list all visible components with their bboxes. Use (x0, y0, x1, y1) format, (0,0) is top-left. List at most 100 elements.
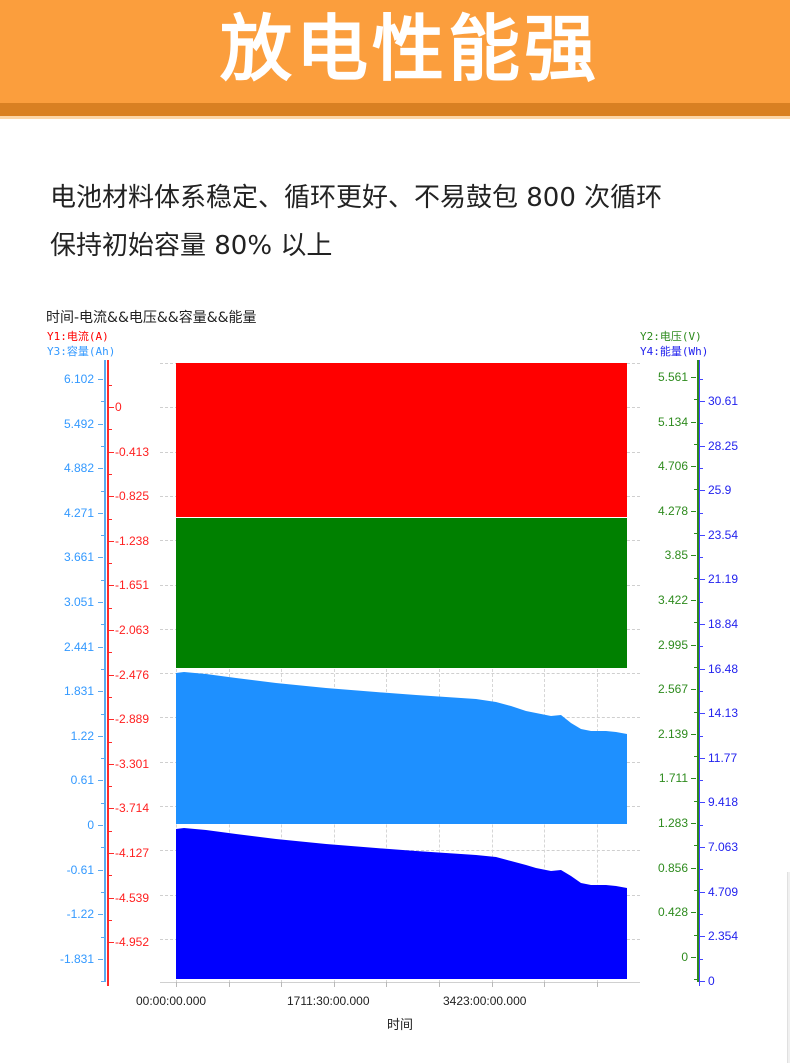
y1-tick-label: 0 (115, 400, 122, 414)
y4-minor-tick (700, 512, 703, 514)
description-line-1: 电池材料体系稳定、循环更好、不易鼓包 800 次循环 (50, 183, 663, 213)
y4-axis-title: Y4:能量(Wh) (640, 345, 709, 358)
y1-tick-label: -0.825 (115, 489, 150, 504)
y4-tick-label: 7.063 (708, 840, 739, 854)
y4-tick (700, 445, 705, 447)
y2-minor-tick (694, 845, 697, 847)
y2-minor-tick (694, 622, 697, 624)
grid-line-v (386, 363, 388, 983)
grid-line-v (544, 363, 546, 983)
x-tick-label-0: 00:00:00.000 (136, 994, 207, 1008)
y3-tick-label: 1.831 (63, 684, 94, 699)
x-tick (439, 982, 440, 987)
y4-minor-tick (700, 690, 703, 692)
y3-tick-label: 0.61 (70, 773, 94, 788)
y1-minor-tick (109, 830, 112, 832)
y1-minor-tick (109, 652, 112, 654)
y2-tick-label: 4.278 (657, 503, 688, 518)
y3-tick (98, 379, 103, 380)
grid-line-v (281, 363, 283, 983)
x-tick (386, 982, 388, 987)
y3-tick (98, 735, 103, 737)
y4-axis-line (699, 360, 700, 986)
y3-minor-tick (101, 445, 104, 447)
y1-minor-tick (109, 563, 112, 565)
y1-axis-title: Y1:电流(A) (47, 330, 109, 343)
grid-line-v (333, 363, 335, 983)
y4-minor-tick (700, 557, 703, 559)
y4-tick-label: 9.418 (708, 795, 739, 810)
y4-tick (700, 802, 705, 804)
y3-tick-label: 3.661 (63, 550, 94, 565)
y2-tick (691, 555, 696, 557)
y3-minor-tick (101, 891, 104, 893)
y3-tick-label: 2.441 (63, 639, 94, 654)
y3-minor-tick (101, 758, 104, 760)
y1-minor-tick (109, 518, 112, 520)
y3-tick (98, 780, 103, 782)
y2-minor-tick (694, 889, 697, 891)
y4-tick (700, 624, 705, 625)
y3-tick (98, 869, 103, 871)
y4-tick (700, 534, 705, 536)
y4-tick (700, 891, 705, 893)
y4-tick-label: 0 (708, 973, 715, 988)
y1-tick-label: -2.889 (115, 712, 150, 727)
y3-axis-line (104, 360, 106, 982)
y2-minor-tick (694, 711, 697, 713)
y1-minor-tick (109, 384, 112, 386)
x-axis-line (160, 982, 640, 983)
y3-tick-label: -0.61 (66, 862, 94, 877)
y2-minor-tick (694, 443, 697, 445)
y2-minor-tick (694, 533, 697, 535)
header-banner (0, 0, 790, 103)
y1-minor-tick (109, 696, 112, 698)
y3-tick-label: 1.22 (70, 728, 94, 743)
y3-minor-tick (101, 981, 104, 983)
y2-tick (691, 823, 696, 824)
grid-line-h (160, 673, 640, 675)
x-tick-label-1: 1711:30:00.000 (287, 994, 370, 1008)
series-energy-area (176, 828, 627, 979)
y2-tick (691, 600, 696, 601)
y2-tick (691, 778, 696, 780)
y1-tick-label: -1.238 (115, 533, 150, 548)
y4-minor-tick (700, 423, 703, 425)
y1-tick (109, 407, 114, 408)
y3-tick-label: 5.492 (63, 416, 94, 431)
y4-minor-tick (700, 735, 703, 737)
y4-tick-label: 16.48 (708, 661, 739, 676)
y2-tick-label: 4.706 (657, 459, 688, 474)
y3-tick (98, 468, 103, 470)
y1-tick (109, 763, 114, 765)
y1-minor-tick (109, 875, 112, 877)
y4-tick-label: 14.13 (708, 706, 739, 721)
y2-tick-label: 1.711 (658, 771, 688, 786)
y4-tick-label: 2.354 (708, 929, 739, 944)
x-tick (281, 982, 283, 987)
y4-tick-label: 28.25 (708, 438, 739, 453)
banner-title: 放电性能强 (220, 7, 601, 91)
y2-tick-label: 2.139 (657, 726, 688, 741)
y2-tick (691, 867, 696, 869)
y3-minor-tick (101, 535, 104, 537)
y4-tick-label: 11.77 (708, 750, 738, 765)
y2-tick (691, 466, 696, 468)
y2-tick-label: 2.995 (657, 637, 688, 652)
y3-tick (98, 646, 103, 648)
y4-tick (700, 579, 705, 581)
series-voltage-area (176, 518, 627, 668)
y2-tick-label: 3.85 (664, 548, 688, 563)
y4-minor-tick (700, 601, 703, 603)
y1-tick-label: -3.714 (115, 801, 150, 816)
y3-tick-label: 0 (87, 818, 94, 832)
banner-stripe (0, 103, 790, 116)
y3-tick-label: 6.102 (63, 372, 94, 386)
y2-tick-label: 0.856 (657, 860, 688, 875)
y2-minor-tick (694, 756, 697, 758)
y4-tick (700, 936, 705, 938)
series-capacity-area (176, 672, 627, 824)
x-tick-label-2: 3423:00:00.000 (443, 994, 527, 1008)
y2-minor-tick (694, 800, 697, 802)
banner-edge (0, 116, 790, 119)
